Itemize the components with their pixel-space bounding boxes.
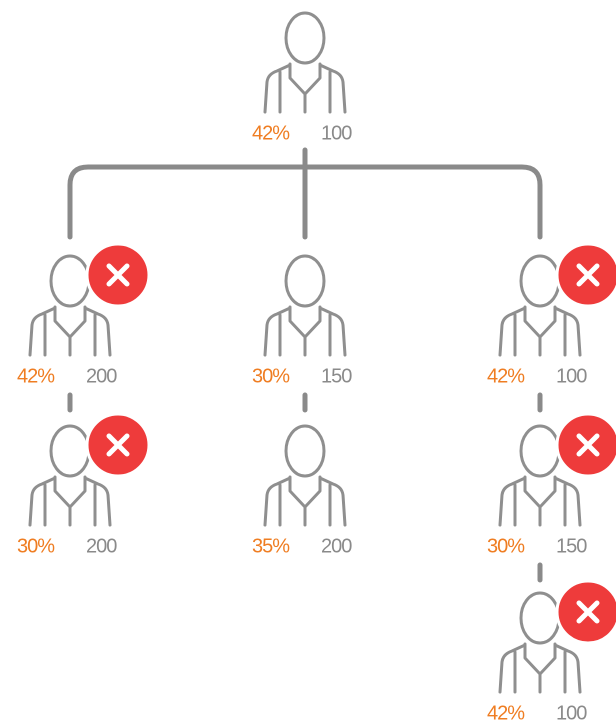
person-body [498, 475, 582, 527]
count-label: 200 [86, 365, 117, 387]
count-label: 100 [556, 702, 587, 724]
reject-x [106, 433, 130, 457]
chain-connector [67, 392, 543, 583]
reject-x [576, 600, 600, 624]
count-label: 150 [556, 535, 587, 557]
person-head [519, 591, 561, 645]
person-body [263, 305, 347, 357]
person-body [263, 62, 347, 114]
reject-x [576, 433, 600, 457]
percent-label: 42% [17, 365, 55, 387]
count-label: 100 [321, 122, 352, 144]
person-head [49, 254, 91, 308]
percent-label: 35% [252, 535, 290, 557]
person-head [284, 254, 326, 308]
percent-label: 30% [17, 535, 55, 557]
percent-label: 30% [487, 535, 525, 557]
count-label: 100 [556, 365, 587, 387]
person-head [519, 424, 561, 478]
count-label: 200 [86, 535, 117, 557]
percent-label: 42% [487, 365, 525, 387]
person-head [49, 424, 91, 478]
percent-label: 30% [252, 365, 290, 387]
person-head [284, 11, 326, 65]
reject-x [106, 263, 130, 287]
percent-label: 42% [487, 702, 525, 724]
person-body [263, 475, 347, 527]
person-head [519, 254, 561, 308]
person-body [498, 642, 582, 694]
reject-x [576, 263, 600, 287]
percent-label: 42% [252, 122, 290, 144]
count-label: 150 [321, 365, 352, 387]
person-body [28, 305, 112, 357]
person-head [284, 424, 326, 478]
person-body [498, 305, 582, 357]
person-body [28, 475, 112, 527]
count-label: 200 [321, 535, 352, 557]
